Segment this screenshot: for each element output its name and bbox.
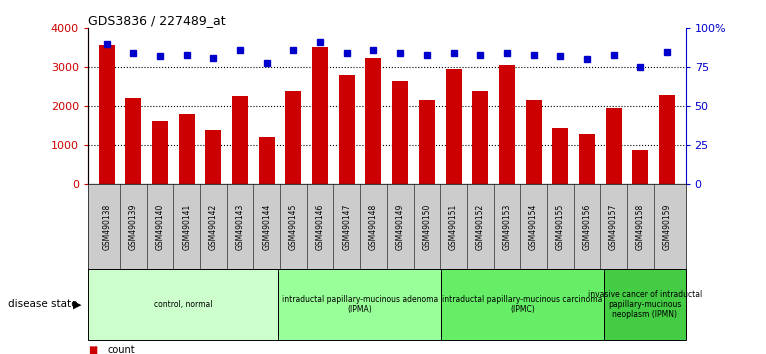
Bar [339, 75, 355, 184]
Bar [552, 129, 568, 184]
Text: GSM490141: GSM490141 [182, 204, 192, 250]
Bar [278, 269, 441, 340]
Text: GSM490144: GSM490144 [262, 203, 271, 250]
Bar [126, 98, 142, 184]
Bar [365, 58, 381, 184]
Text: GDS3836 / 227489_at: GDS3836 / 227489_at [88, 14, 226, 27]
Text: GSM490140: GSM490140 [155, 203, 165, 250]
Text: intraductal papillary-mucinous carcinoma
(IPMC): intraductal papillary-mucinous carcinoma… [443, 295, 603, 314]
Bar [659, 95, 675, 184]
Text: GSM490156: GSM490156 [582, 203, 591, 250]
Bar [604, 269, 686, 340]
Bar [499, 65, 515, 184]
Text: GSM490138: GSM490138 [103, 204, 111, 250]
Text: GSM490143: GSM490143 [236, 203, 244, 250]
Text: GSM490149: GSM490149 [396, 203, 404, 250]
Bar [579, 134, 595, 184]
Bar [525, 99, 542, 184]
Bar [419, 101, 435, 184]
Text: GSM490150: GSM490150 [422, 203, 431, 250]
Text: GSM490154: GSM490154 [529, 203, 538, 250]
Text: control, normal: control, normal [154, 300, 212, 309]
Bar [632, 150, 648, 184]
Text: GSM490153: GSM490153 [502, 203, 512, 250]
Bar [606, 108, 621, 184]
Text: ■: ■ [88, 346, 97, 354]
Text: GSM490155: GSM490155 [555, 203, 565, 250]
Bar [313, 47, 328, 184]
Text: GSM490139: GSM490139 [129, 203, 138, 250]
Bar [152, 121, 168, 184]
Text: GSM490142: GSM490142 [209, 204, 218, 250]
Bar [392, 81, 408, 184]
Text: GSM490148: GSM490148 [369, 204, 378, 250]
Text: GSM490158: GSM490158 [636, 204, 645, 250]
Bar [205, 130, 221, 184]
Text: GSM490151: GSM490151 [449, 204, 458, 250]
Bar [178, 114, 195, 184]
Text: GSM490152: GSM490152 [476, 204, 485, 250]
Text: ▶: ▶ [73, 299, 81, 309]
Bar [441, 269, 604, 340]
Text: intraductal papillary-mucinous adenoma
(IPMA): intraductal papillary-mucinous adenoma (… [282, 295, 438, 314]
Text: invasive cancer of intraductal
papillary-mucinous
neoplasm (IPMN): invasive cancer of intraductal papillary… [588, 290, 702, 319]
Text: GSM490146: GSM490146 [316, 203, 325, 250]
Bar [88, 269, 278, 340]
Text: GSM490147: GSM490147 [342, 203, 352, 250]
Text: GSM490145: GSM490145 [289, 203, 298, 250]
Text: GSM490159: GSM490159 [663, 203, 671, 250]
Bar [232, 97, 248, 184]
Bar [259, 137, 275, 184]
Bar [286, 91, 302, 184]
Text: disease state: disease state [8, 299, 77, 309]
Text: GSM490157: GSM490157 [609, 203, 618, 250]
Text: count: count [107, 346, 135, 354]
Bar [99, 45, 115, 184]
Bar [472, 91, 488, 184]
Bar [446, 69, 461, 184]
